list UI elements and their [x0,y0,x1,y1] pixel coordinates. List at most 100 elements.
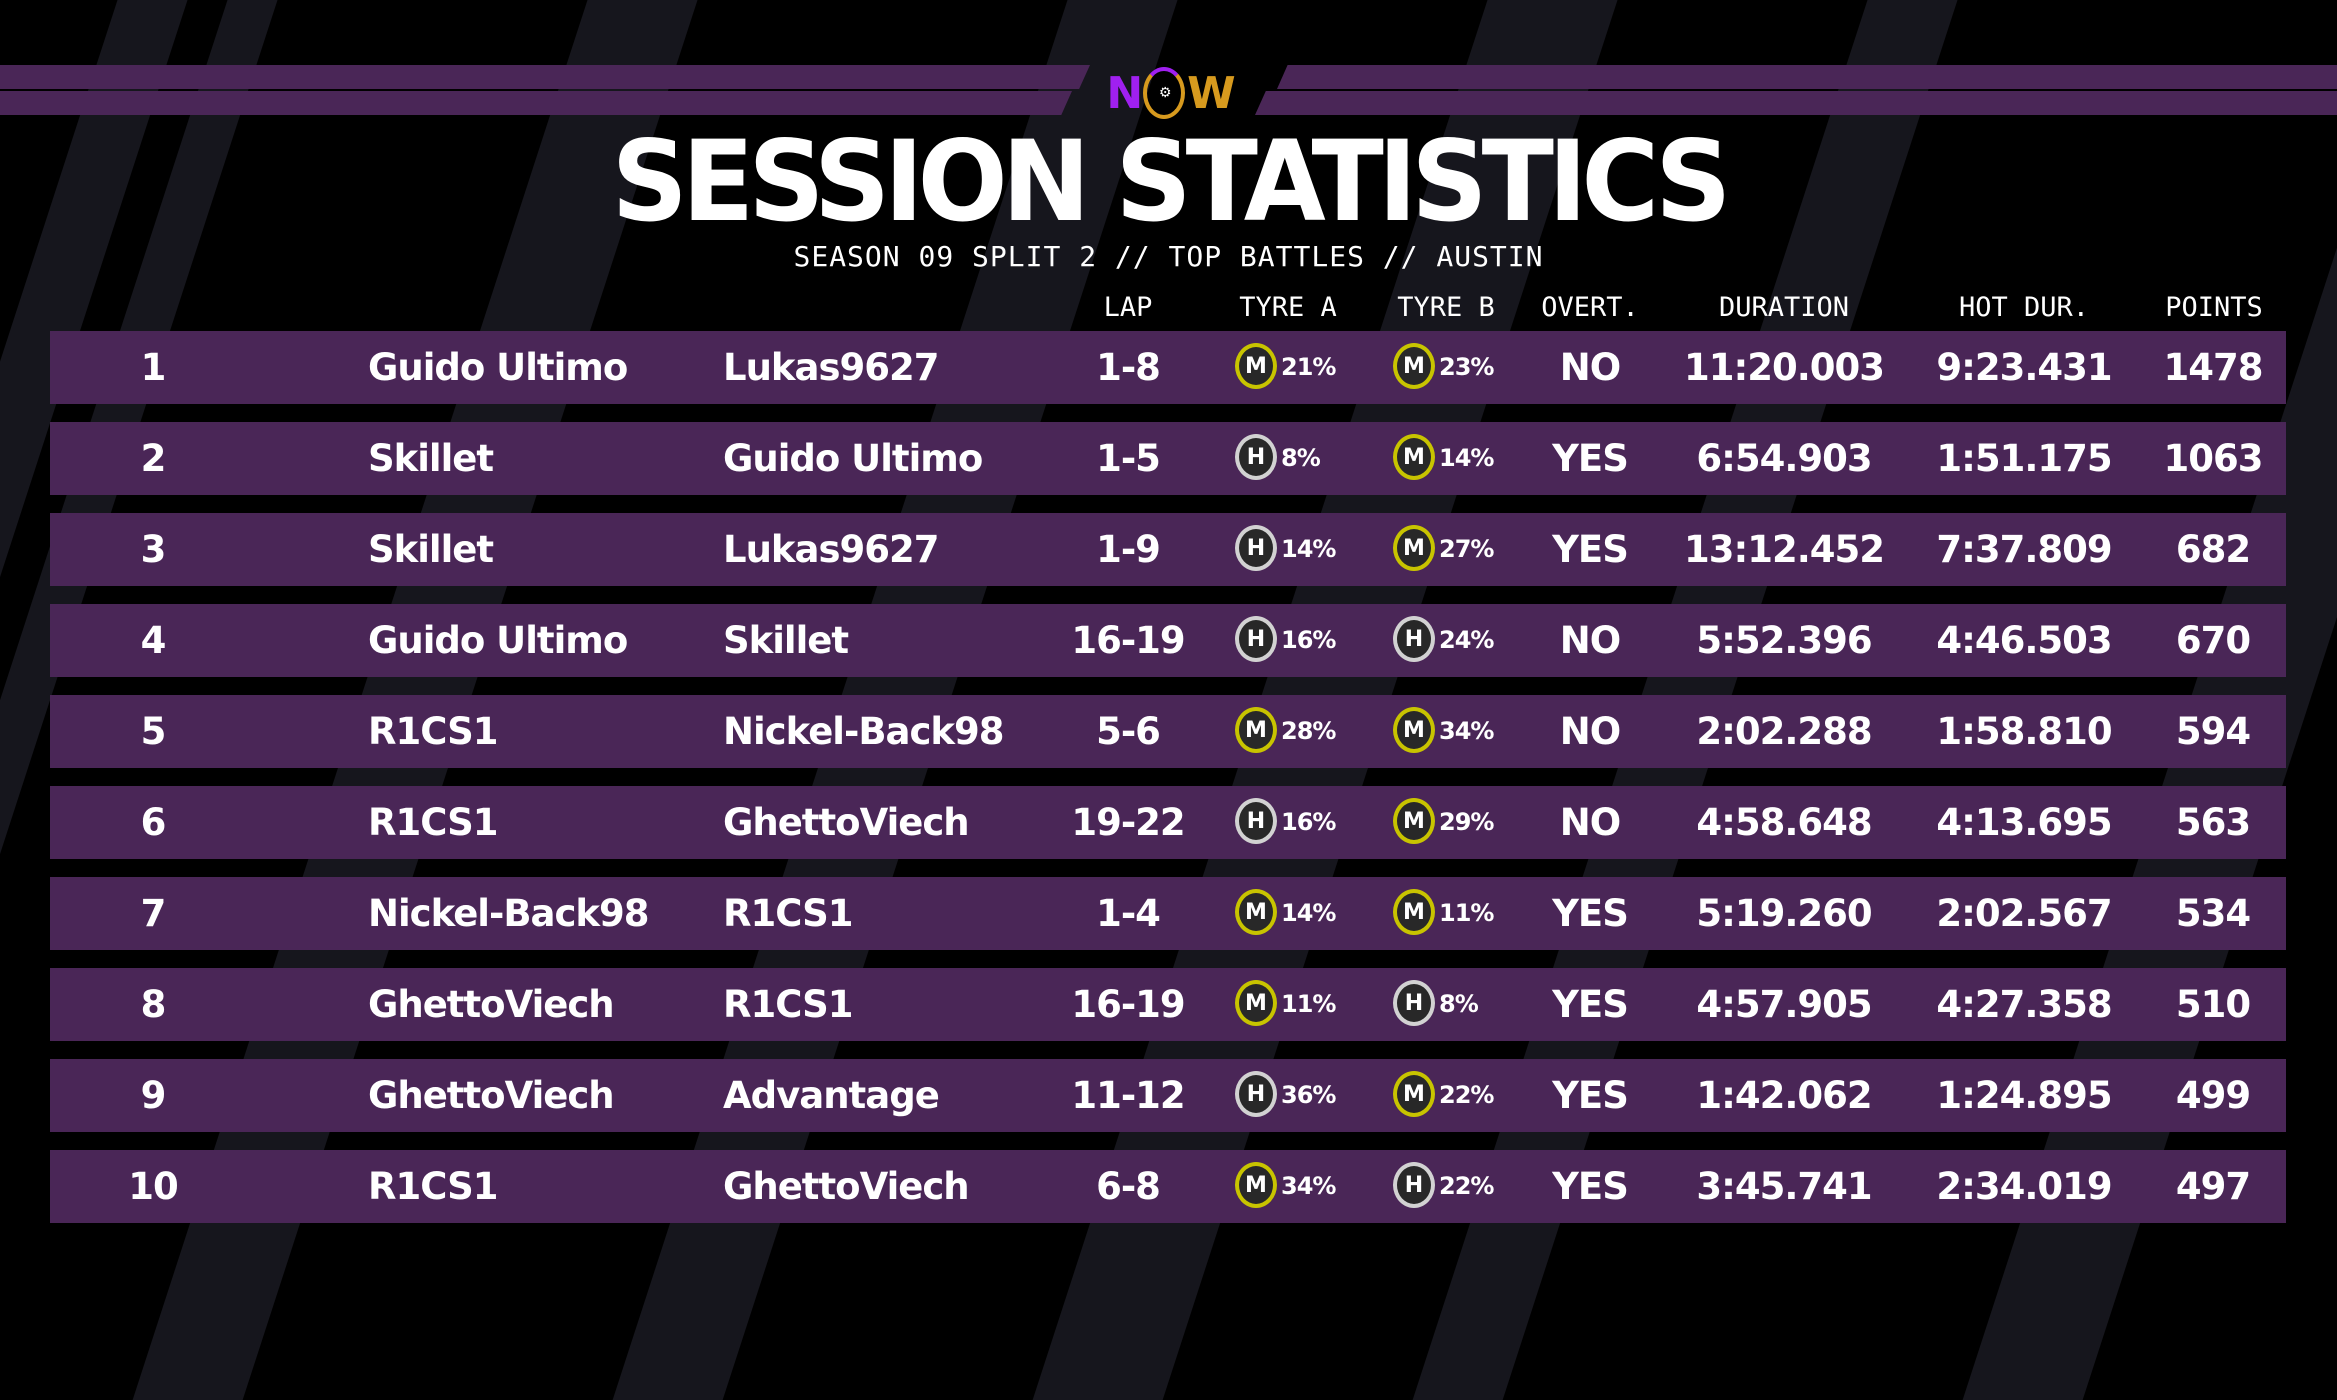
lap-range: 16-19 [1071,619,1185,662]
points: 1478 [2163,346,2264,389]
overtake: YES [1552,983,1629,1026]
hot-duration: 9:23.431 [1936,346,2112,389]
rank: 8 [140,983,167,1026]
driver-b: Lukas9627 [723,528,939,571]
hot-duration: 4:46.503 [1936,619,2112,662]
brand-logo: N ⚙ W [1106,67,1236,119]
lap-range: 16-19 [1071,983,1185,1026]
medium-tyre-icon: M [1235,980,1277,1026]
lap-range: 11-12 [1071,1074,1185,1117]
rank: 1 [140,346,167,389]
hard-tyre-icon: H [1393,1162,1435,1208]
points: 563 [2175,801,2251,844]
driver-b: Lukas9627 [723,346,939,389]
column-header-lap: LAP [1103,292,1153,323]
overtake: YES [1552,1165,1629,1208]
overtake: NO [1559,346,1621,389]
medium-tyre-icon: M [1393,434,1435,480]
column-header-hot-dur: HOT DUR. [1958,292,2090,323]
rank: 3 [140,528,167,571]
table-row: 5 R1CS1 Nickel-Back98 5-6 M 28% M 34% NO 2:02.288… [50,695,2286,768]
medium-tyre-icon: M [1235,889,1277,935]
duration: 11:20.003 [1683,346,1885,389]
medium-tyre-icon: M [1235,707,1277,753]
lap-range: 1-9 [1096,528,1161,571]
points: 499 [2175,1074,2251,1117]
driver-a: Guido Ultimo [368,619,628,662]
tyre-wear-percent: 14% [1281,535,1336,563]
hot-duration: 1:24.895 [1936,1074,2112,1117]
lap-range: 5-6 [1096,710,1161,753]
duration: 4:57.905 [1696,983,1872,1026]
duration: 2:02.288 [1696,710,1872,753]
points: 534 [2175,892,2251,935]
header-bar [1277,65,2337,89]
rank: 4 [140,619,167,662]
points: 594 [2175,710,2251,753]
tyre-wear-percent: 8% [1439,990,1479,1018]
header-bar [0,91,1072,115]
medium-tyre-icon: M [1235,343,1277,389]
hot-duration: 4:27.358 [1936,983,2112,1026]
driver-a: R1CS1 [368,1165,498,1208]
logo-ring-icon: ⚙ [1143,67,1186,119]
tyre-wear-percent: 34% [1439,717,1494,745]
medium-tyre-icon: M [1393,798,1435,844]
hot-duration: 2:02.567 [1936,892,2112,935]
tyre-wear-percent: 27% [1439,535,1494,563]
tyre-wear-percent: 24% [1439,626,1494,654]
table-row: 1 Guido Ultimo Lukas9627 1-8 M 21% M 23% NO 11:20… [50,331,2286,404]
table-row: 9 GhettoViech Advantage 11-12 H 36% M 22% YES 1:4… [50,1059,2286,1132]
rank: 10 [128,1165,178,1208]
tyre-wear-percent: 16% [1281,626,1336,654]
column-header-duration: DURATION [1718,292,1850,323]
hard-tyre-icon: H [1393,980,1435,1026]
overtake: YES [1552,892,1629,935]
tyre-wear-percent: 8% [1281,444,1321,472]
overtake: NO [1559,801,1621,844]
points: 670 [2175,619,2251,662]
hard-tyre-icon: H [1235,798,1277,844]
tyre-wear-percent: 29% [1439,808,1494,836]
hot-duration: 7:37.809 [1936,528,2112,571]
hot-duration: 1:58.810 [1936,710,2112,753]
overtake: YES [1552,528,1629,571]
driver-a: GhettoViech [368,1074,615,1117]
points: 497 [2175,1165,2251,1208]
column-header-tyre-a: TYRE A [1239,292,1337,323]
tyre-wear-percent: 16% [1281,808,1336,836]
page-title: SESSION STATISTICS [611,116,1731,247]
tyre-wear-percent: 22% [1439,1081,1494,1109]
table-row: 7 Nickel-Back98 R1CS1 1-4 M 14% M 11% YES 5:19.26… [50,877,2286,950]
tyre-wear-percent: 11% [1439,899,1494,927]
driver-b: R1CS1 [723,983,853,1026]
overtake: NO [1559,619,1621,662]
tyre-wear-percent: 34% [1281,1172,1336,1200]
medium-tyre-icon: M [1393,343,1435,389]
medium-tyre-icon: M [1393,889,1435,935]
points: 1063 [2163,437,2264,480]
medium-tyre-icon: M [1393,1071,1435,1117]
lap-range: 19-22 [1071,801,1185,844]
driver-a: R1CS1 [368,710,498,753]
driver-a: Skillet [368,437,494,480]
driver-b: GhettoViech [723,801,970,844]
overtake: YES [1552,437,1629,480]
medium-tyre-icon: M [1393,707,1435,753]
tyre-wear-percent: 21% [1281,353,1336,381]
duration: 5:52.396 [1696,619,1872,662]
duration: 6:54.903 [1696,437,1872,480]
table-row: 4 Guido Ultimo Skillet 16-19 H 16% H 24% NO 5:52.… [50,604,2286,677]
lap-range: 1-4 [1096,892,1161,935]
driver-b: R1CS1 [723,892,853,935]
hard-tyre-icon: H [1235,1071,1277,1117]
duration: 5:19.260 [1696,892,1872,935]
tyre-wear-percent: 22% [1439,1172,1494,1200]
driver-a: Guido Ultimo [368,346,628,389]
table-row: 3 Skillet Lukas9627 1-9 H 14% M 27% YES 13:12.452… [50,513,2286,586]
driver-b: Nickel-Back98 [723,710,1005,753]
rank: 7 [140,892,167,935]
medium-tyre-icon: M [1235,1162,1277,1208]
table-row: 10 R1CS1 GhettoViech 6-8 M 34% H 22% YES 3:45.741… [50,1150,2286,1223]
tyre-wear-percent: 11% [1281,990,1336,1018]
